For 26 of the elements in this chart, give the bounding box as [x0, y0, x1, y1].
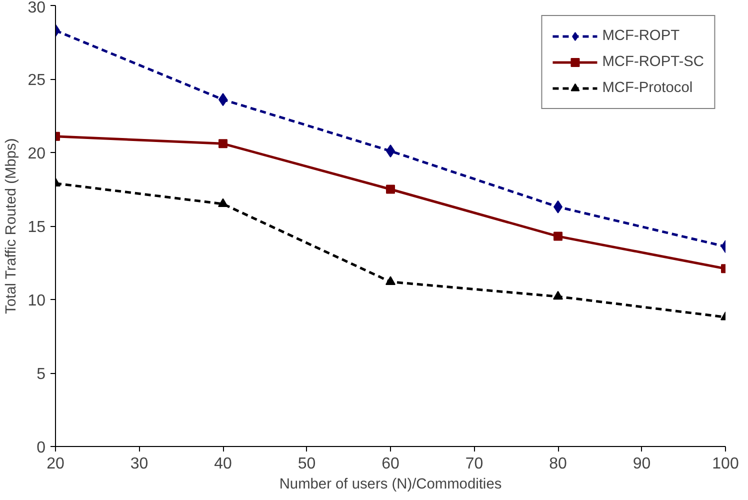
y-tick-label: 10 — [28, 292, 46, 310]
point — [386, 184, 395, 194]
point — [218, 198, 228, 208]
x-tick-label: 60 — [382, 456, 400, 472]
y-tick-label: 30 — [28, 0, 46, 16]
x-axis-title: Number of users (N)/Commodities — [279, 476, 502, 492]
x-tick-label: 70 — [465, 456, 484, 472]
x-tick-label: 100 — [712, 456, 739, 472]
y-tick-label: 5 — [36, 366, 46, 383]
point — [554, 232, 562, 241]
x-tick-label: 80 — [549, 456, 567, 472]
y-tick-label: 25 — [28, 72, 46, 89]
point — [218, 139, 228, 148]
legend-label: MCF-ROPT-SC — [602, 54, 704, 70]
point — [386, 276, 396, 285]
x-tick-label: 40 — [214, 456, 232, 472]
x-tick-label: 50 — [298, 456, 316, 472]
y-tick-label: 0 — [36, 440, 46, 456]
x-tick-label: 30 — [130, 456, 148, 472]
x-tick-label: 90 — [632, 456, 651, 472]
y-axis-title: Total Traffic Routed (Mbps) — [4, 138, 20, 314]
point — [553, 290, 563, 300]
legend-label: MCF-ROPT — [602, 28, 680, 44]
y-tick-label: 15 — [28, 219, 46, 236]
y-tick-label: 20 — [28, 146, 46, 162]
legend-label: MCF-Protocol — [602, 80, 693, 96]
